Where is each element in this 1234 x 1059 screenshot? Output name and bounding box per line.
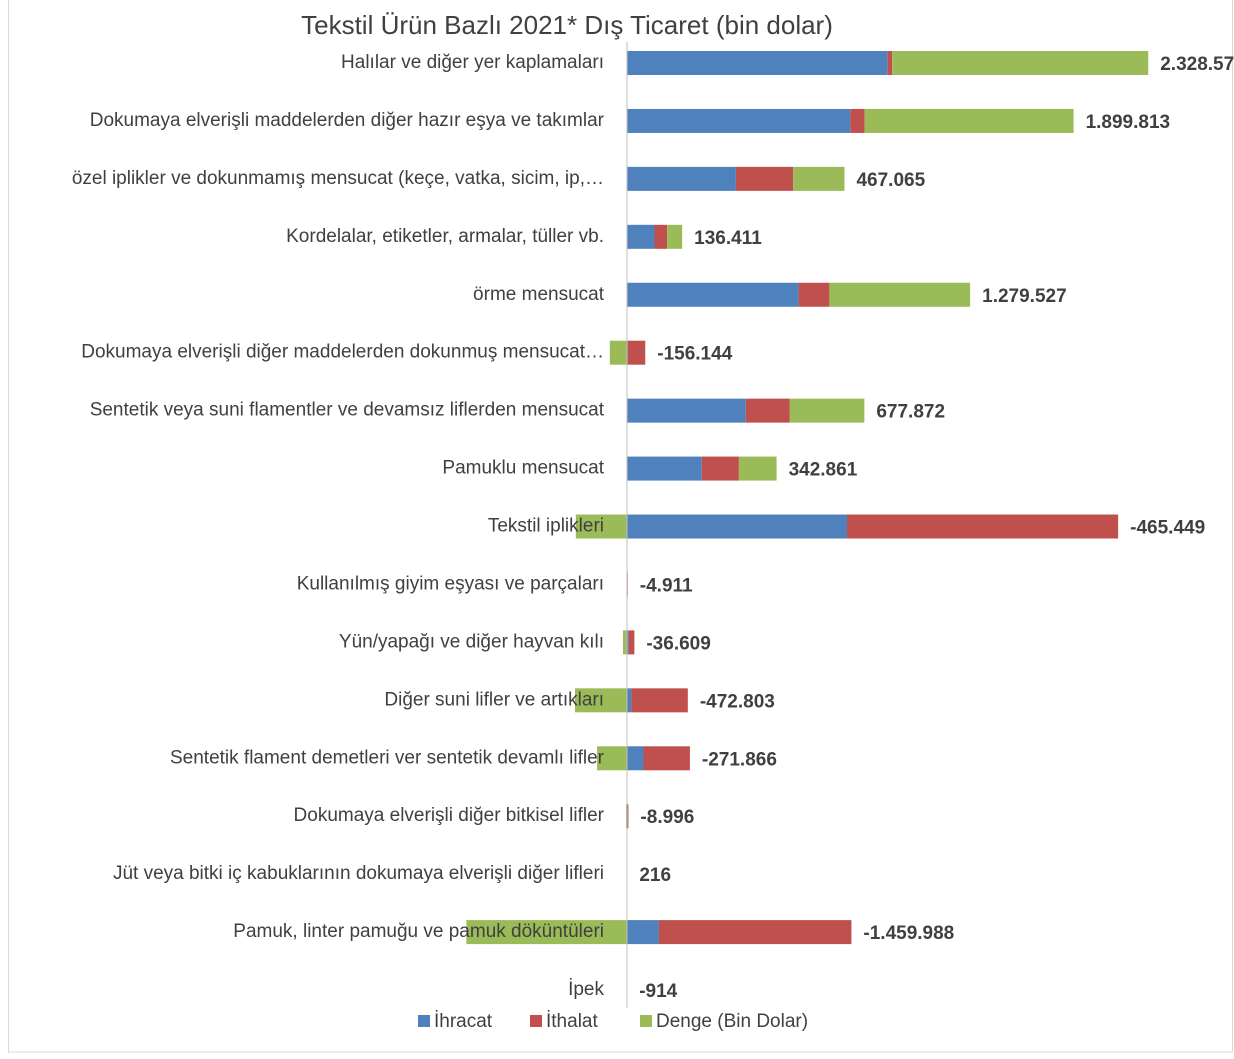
category-label: Kullanılmış giyim eşyası ve parçaları bbox=[297, 573, 604, 594]
chart-frame bbox=[8, 0, 1233, 1053]
bar-segment bbox=[658, 920, 852, 945]
bar-segment bbox=[627, 340, 646, 365]
bar-segment bbox=[627, 51, 888, 75]
data-label: 1.899.813 bbox=[1086, 112, 1171, 133]
category-label: Dokumaya elverişli diğer maddelerden dok… bbox=[81, 342, 604, 363]
legend-label: İhracat bbox=[434, 1011, 493, 1032]
bar-segment bbox=[847, 514, 1119, 539]
bar-segment bbox=[575, 514, 627, 539]
legend-swatch bbox=[418, 1015, 430, 1027]
data-label: -1.459.988 bbox=[863, 923, 954, 944]
category-label: Dokumaya elverişli diğer bitkisel lifler bbox=[294, 805, 605, 826]
category-label: Pamuk, linter pamuğu ve pamuk döküntüler… bbox=[233, 921, 604, 942]
bar-segment bbox=[627, 920, 659, 945]
bar-segment bbox=[609, 340, 627, 365]
bar-segment bbox=[850, 108, 865, 133]
category-label: özel iplikler ve dokunmamış mensucat (ke… bbox=[72, 168, 604, 189]
bar-segment bbox=[627, 514, 847, 539]
data-label: 467.065 bbox=[856, 170, 925, 191]
bar-segment bbox=[628, 630, 635, 655]
data-label: -8.996 bbox=[640, 807, 694, 828]
bar-segment bbox=[793, 166, 845, 191]
bar-segment bbox=[745, 398, 790, 423]
category-label: Pamuklu mensucat bbox=[442, 458, 604, 479]
data-label: 342.861 bbox=[789, 460, 858, 481]
bar-segment bbox=[627, 746, 644, 771]
data-label: -4.911 bbox=[640, 575, 693, 596]
category-label: Jüt veya bitki iç kabuklarının dokumaya … bbox=[113, 863, 604, 884]
data-label: 2.328.571 bbox=[1160, 54, 1234, 75]
bar-segment bbox=[627, 282, 799, 307]
chart-title: Tekstil Ürün Bazlı 2021* Dış Ticaret (bi… bbox=[301, 10, 833, 40]
legend-label: Denge (Bin Dolar) bbox=[656, 1011, 808, 1032]
category-label: Kordelalar, etiketler, armalar, tüller v… bbox=[286, 226, 604, 247]
legend-swatch bbox=[640, 1015, 652, 1027]
bar-segment bbox=[738, 456, 777, 481]
data-label: 136.411 bbox=[694, 228, 762, 249]
bar-segment bbox=[735, 166, 794, 191]
legend-label: İthalat bbox=[546, 1011, 598, 1032]
category-label: İpek bbox=[568, 979, 604, 1000]
bar-segment bbox=[597, 746, 627, 771]
category-label: Dokumaya elverişli maddelerden diğer haz… bbox=[90, 110, 605, 131]
bar-segment bbox=[887, 51, 893, 75]
bar-segment bbox=[892, 51, 1149, 75]
bar-segment bbox=[627, 224, 655, 249]
bar-segment bbox=[643, 746, 690, 771]
category-label: Diğer suni lifler ve artıkları bbox=[384, 689, 604, 710]
data-label: -914 bbox=[639, 981, 677, 1002]
bar-segment bbox=[627, 166, 736, 191]
bar-segment bbox=[627, 804, 629, 829]
bar-segment bbox=[466, 920, 627, 945]
bar-segment bbox=[701, 456, 739, 481]
category-label: Halılar ve diğer yer kaplamaları bbox=[341, 52, 604, 73]
bar-segment bbox=[622, 630, 627, 655]
bar-segment bbox=[864, 108, 1074, 133]
bar-segment bbox=[829, 282, 971, 307]
bar-segment bbox=[631, 688, 688, 713]
data-label: 1.279.527 bbox=[982, 286, 1067, 307]
data-label: 216 bbox=[639, 865, 671, 886]
bar-segment bbox=[798, 282, 830, 307]
bar-segment bbox=[667, 224, 683, 249]
data-label: -36.609 bbox=[646, 633, 710, 654]
bar-segment bbox=[574, 688, 627, 713]
bar-segment bbox=[654, 224, 668, 249]
data-label: -465.449 bbox=[1130, 518, 1205, 539]
category-label: Tekstil iplikleri bbox=[488, 516, 604, 537]
bar-segment bbox=[627, 630, 629, 655]
data-label: 677.872 bbox=[876, 402, 945, 423]
bar-segment bbox=[627, 108, 851, 133]
category-label: Sentetik flament demetleri ver sentetik … bbox=[170, 747, 605, 768]
category-label: Sentetik veya suni flamentler ve devamsı… bbox=[90, 400, 605, 421]
data-label: -156.144 bbox=[657, 344, 732, 365]
bar-segment bbox=[627, 398, 746, 423]
category-label: örme mensucat bbox=[473, 284, 605, 305]
data-label: -271.866 bbox=[702, 749, 777, 770]
data-label: -472.803 bbox=[700, 691, 775, 712]
category-label: Yün/yapağı ve diğer hayvan kılı bbox=[339, 631, 604, 652]
bar-segment bbox=[789, 398, 865, 423]
bar-segment bbox=[627, 456, 702, 481]
legend-swatch bbox=[530, 1015, 542, 1027]
bar-segment bbox=[627, 688, 632, 713]
